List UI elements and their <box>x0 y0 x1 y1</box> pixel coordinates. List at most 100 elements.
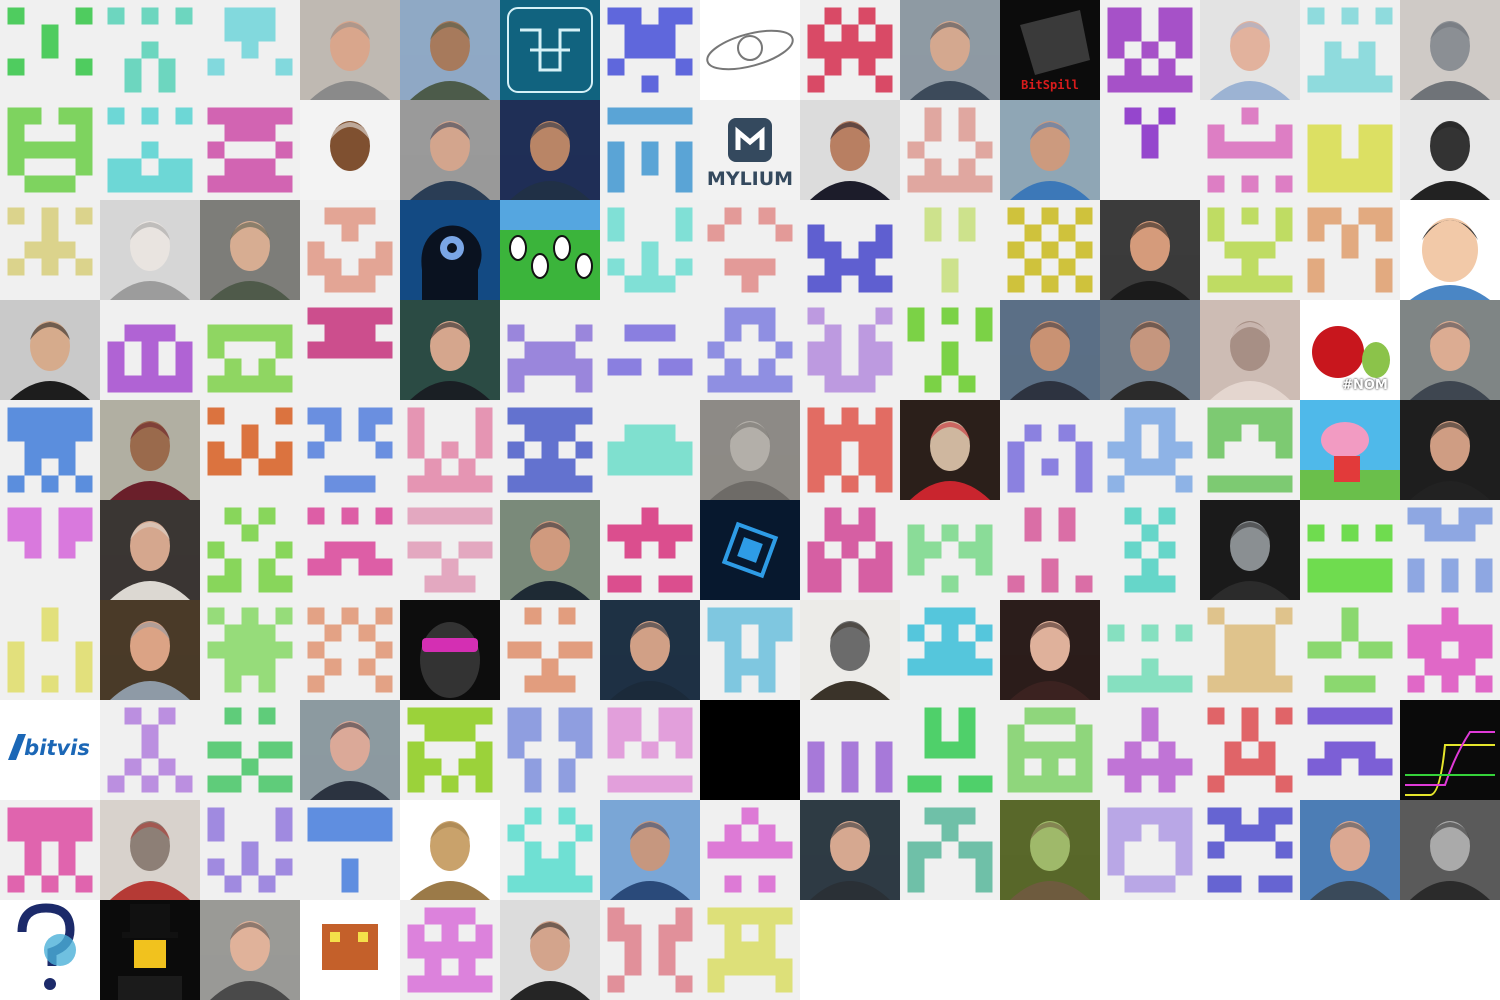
avatar-tile[interactable] <box>1000 700 1100 800</box>
avatar-tile[interactable] <box>400 200 500 300</box>
avatar-tile[interactable] <box>1100 500 1200 600</box>
avatar-tile[interactable] <box>400 500 500 600</box>
avatar-tile[interactable] <box>0 900 100 1000</box>
avatar-tile[interactable] <box>1400 500 1500 600</box>
avatar-tile[interactable] <box>800 300 900 400</box>
avatar-tile[interactable] <box>200 100 300 200</box>
avatar-tile[interactable] <box>1200 500 1300 600</box>
avatar-tile[interactable] <box>0 200 100 300</box>
avatar-tile[interactable] <box>300 200 400 300</box>
avatar-tile[interactable] <box>600 0 700 100</box>
avatar-tile[interactable] <box>1000 200 1100 300</box>
avatar-tile[interactable] <box>0 800 100 900</box>
avatar-tile[interactable] <box>200 400 300 500</box>
avatar-tile[interactable] <box>700 500 800 600</box>
avatar-tile[interactable] <box>300 500 400 600</box>
avatar-tile[interactable] <box>200 300 300 400</box>
avatar-tile[interactable] <box>1300 800 1400 900</box>
avatar-tile[interactable] <box>1300 0 1400 100</box>
avatar-tile[interactable] <box>400 800 500 900</box>
avatar-tile[interactable] <box>100 100 200 200</box>
avatar-tile[interactable] <box>300 300 400 400</box>
avatar-tile[interactable] <box>100 800 200 900</box>
avatar-tile[interactable] <box>900 300 1000 400</box>
avatar-tile[interactable] <box>1100 100 1200 200</box>
avatar-tile[interactable] <box>800 700 900 800</box>
avatar-tile[interactable]: #NOM <box>1300 300 1400 400</box>
avatar-tile[interactable] <box>1100 200 1200 300</box>
avatar-tile[interactable] <box>600 100 700 200</box>
avatar-tile[interactable] <box>100 200 200 300</box>
avatar-tile[interactable] <box>800 100 900 200</box>
avatar-tile[interactable] <box>1200 0 1300 100</box>
avatar-tile[interactable] <box>1100 400 1200 500</box>
avatar-tile[interactable] <box>500 600 600 700</box>
avatar-tile[interactable] <box>500 700 600 800</box>
avatar-tile[interactable] <box>700 0 800 100</box>
avatar-tile[interactable]: MYLIUM <box>700 100 800 200</box>
avatar-tile[interactable] <box>700 900 800 1000</box>
avatar-tile[interactable] <box>700 200 800 300</box>
avatar-tile[interactable] <box>1000 600 1100 700</box>
avatar-tile[interactable] <box>1300 400 1400 500</box>
avatar-tile[interactable] <box>600 300 700 400</box>
avatar-tile[interactable] <box>700 600 800 700</box>
avatar-tile[interactable] <box>1000 500 1100 600</box>
avatar-tile[interactable] <box>1400 700 1500 800</box>
avatar-tile[interactable] <box>1400 800 1500 900</box>
avatar-tile[interactable] <box>1200 300 1300 400</box>
avatar-tile[interactable] <box>900 100 1000 200</box>
avatar-tile[interactable] <box>500 500 600 600</box>
avatar-tile[interactable] <box>600 200 700 300</box>
avatar-tile[interactable] <box>200 0 300 100</box>
avatar-tile[interactable] <box>600 500 700 600</box>
avatar-tile[interactable] <box>0 300 100 400</box>
avatar-tile[interactable] <box>1100 300 1200 400</box>
avatar-tile[interactable] <box>500 400 600 500</box>
avatar-tile[interactable] <box>400 900 500 1000</box>
avatar-tile[interactable] <box>300 0 400 100</box>
avatar-tile[interactable] <box>300 600 400 700</box>
avatar-tile[interactable] <box>700 400 800 500</box>
avatar-tile[interactable] <box>400 100 500 200</box>
avatar-tile[interactable] <box>100 700 200 800</box>
avatar-tile[interactable] <box>200 800 300 900</box>
avatar-tile[interactable] <box>900 400 1000 500</box>
avatar-tile[interactable] <box>1100 700 1200 800</box>
avatar-tile[interactable] <box>800 400 900 500</box>
avatar-tile[interactable] <box>1200 200 1300 300</box>
avatar-tile[interactable] <box>500 200 600 300</box>
avatar-tile[interactable] <box>400 700 500 800</box>
avatar-tile[interactable] <box>100 300 200 400</box>
avatar-tile[interactable] <box>1100 600 1200 700</box>
avatar-tile[interactable] <box>900 600 1000 700</box>
avatar-tile[interactable] <box>400 300 500 400</box>
avatar-tile[interactable] <box>1100 800 1200 900</box>
avatar-tile[interactable] <box>600 700 700 800</box>
avatar-tile[interactable]: bitvis <box>0 700 100 800</box>
avatar-tile[interactable] <box>800 600 900 700</box>
avatar-tile[interactable] <box>1300 200 1400 300</box>
avatar-tile[interactable] <box>200 600 300 700</box>
avatar-tile[interactable] <box>1400 0 1500 100</box>
avatar-tile[interactable] <box>1200 800 1300 900</box>
avatar-tile[interactable] <box>800 0 900 100</box>
avatar-tile[interactable] <box>200 500 300 600</box>
avatar-tile[interactable] <box>600 600 700 700</box>
avatar-tile[interactable] <box>1000 800 1100 900</box>
avatar-tile[interactable] <box>800 200 900 300</box>
avatar-tile[interactable] <box>900 700 1000 800</box>
avatar-tile[interactable] <box>1200 600 1300 700</box>
avatar-tile[interactable]: BitSpill <box>1000 0 1100 100</box>
avatar-tile[interactable] <box>0 500 100 600</box>
avatar-tile[interactable] <box>200 900 300 1000</box>
avatar-tile[interactable] <box>700 800 800 900</box>
avatar-tile[interactable] <box>1300 700 1400 800</box>
avatar-tile[interactable] <box>800 800 900 900</box>
avatar-tile[interactable] <box>1200 400 1300 500</box>
avatar-tile[interactable] <box>1000 400 1100 500</box>
avatar-tile[interactable] <box>1300 500 1400 600</box>
avatar-tile[interactable] <box>300 700 400 800</box>
avatar-tile[interactable] <box>400 0 500 100</box>
avatar-tile[interactable] <box>600 800 700 900</box>
